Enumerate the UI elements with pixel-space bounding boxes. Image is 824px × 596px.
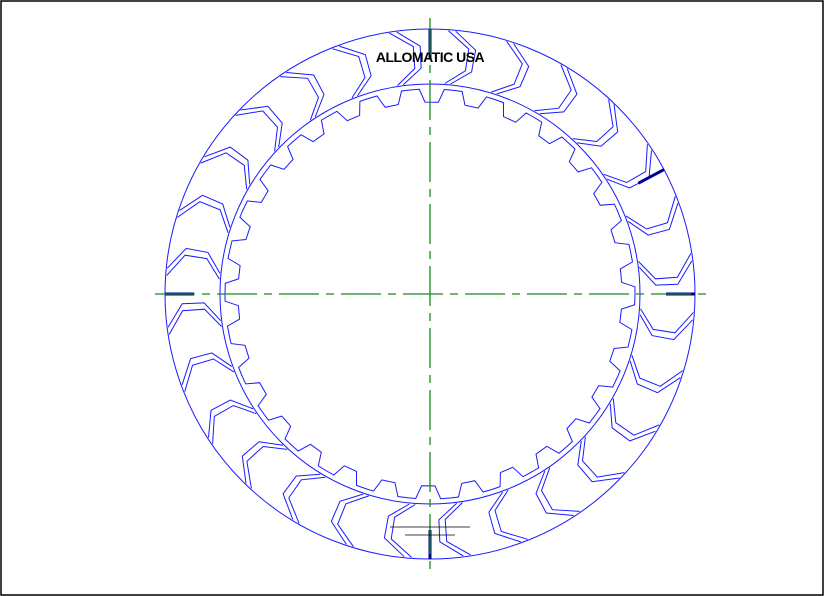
- groove: [638, 260, 693, 286]
- groove: [577, 440, 620, 483]
- groove: [438, 502, 464, 557]
- groove: [383, 503, 410, 558]
- groove: [204, 146, 251, 185]
- groove: [330, 493, 364, 545]
- groove: [332, 48, 366, 99]
- groove: [241, 441, 284, 484]
- groove: [625, 196, 676, 230]
- groove: [612, 398, 660, 436]
- groove: [603, 144, 648, 184]
- groove: [208, 399, 254, 438]
- groove: [576, 104, 619, 147]
- groove: [166, 254, 220, 280]
- groove: [339, 45, 372, 97]
- groove: [212, 404, 257, 444]
- groove: [166, 247, 221, 274]
- groove: [337, 495, 369, 547]
- groove: [240, 105, 283, 148]
- groove: [540, 467, 580, 512]
- groove: [638, 253, 692, 280]
- key-mark: [637, 168, 665, 185]
- groove: [200, 152, 248, 190]
- groove: [288, 476, 326, 524]
- groove: [534, 64, 572, 112]
- groove: [572, 99, 614, 143]
- groove: [609, 403, 656, 442]
- groove: [280, 76, 320, 121]
- groove: [496, 43, 530, 95]
- groove: [286, 72, 325, 118]
- groove: [539, 68, 578, 115]
- groove: [246, 445, 288, 489]
- groove: [535, 470, 574, 516]
- groove: [491, 41, 523, 93]
- stamp-marks: [390, 526, 470, 536]
- groove: [494, 489, 528, 540]
- groove: [450, 30, 477, 85]
- brand-text: ALLOMATIC USA: [376, 49, 485, 65]
- groove: [167, 302, 222, 328]
- center-lines: [155, 18, 708, 570]
- groove: [282, 473, 321, 520]
- groove: [390, 504, 416, 558]
- groove: [640, 308, 694, 334]
- groove: [181, 352, 233, 385]
- groove: [444, 502, 471, 556]
- groove: [639, 314, 694, 341]
- groove: [629, 360, 681, 394]
- groove: [627, 203, 679, 236]
- groove: [389, 32, 416, 86]
- groove: [177, 201, 229, 233]
- groove: [235, 110, 279, 152]
- groove: [581, 436, 625, 478]
- groove: [396, 31, 422, 86]
- groove: [184, 358, 235, 392]
- groove: [631, 355, 683, 387]
- groove: [488, 491, 521, 543]
- groove: [168, 308, 222, 335]
- groove: [444, 30, 470, 84]
- groove: [179, 194, 231, 228]
